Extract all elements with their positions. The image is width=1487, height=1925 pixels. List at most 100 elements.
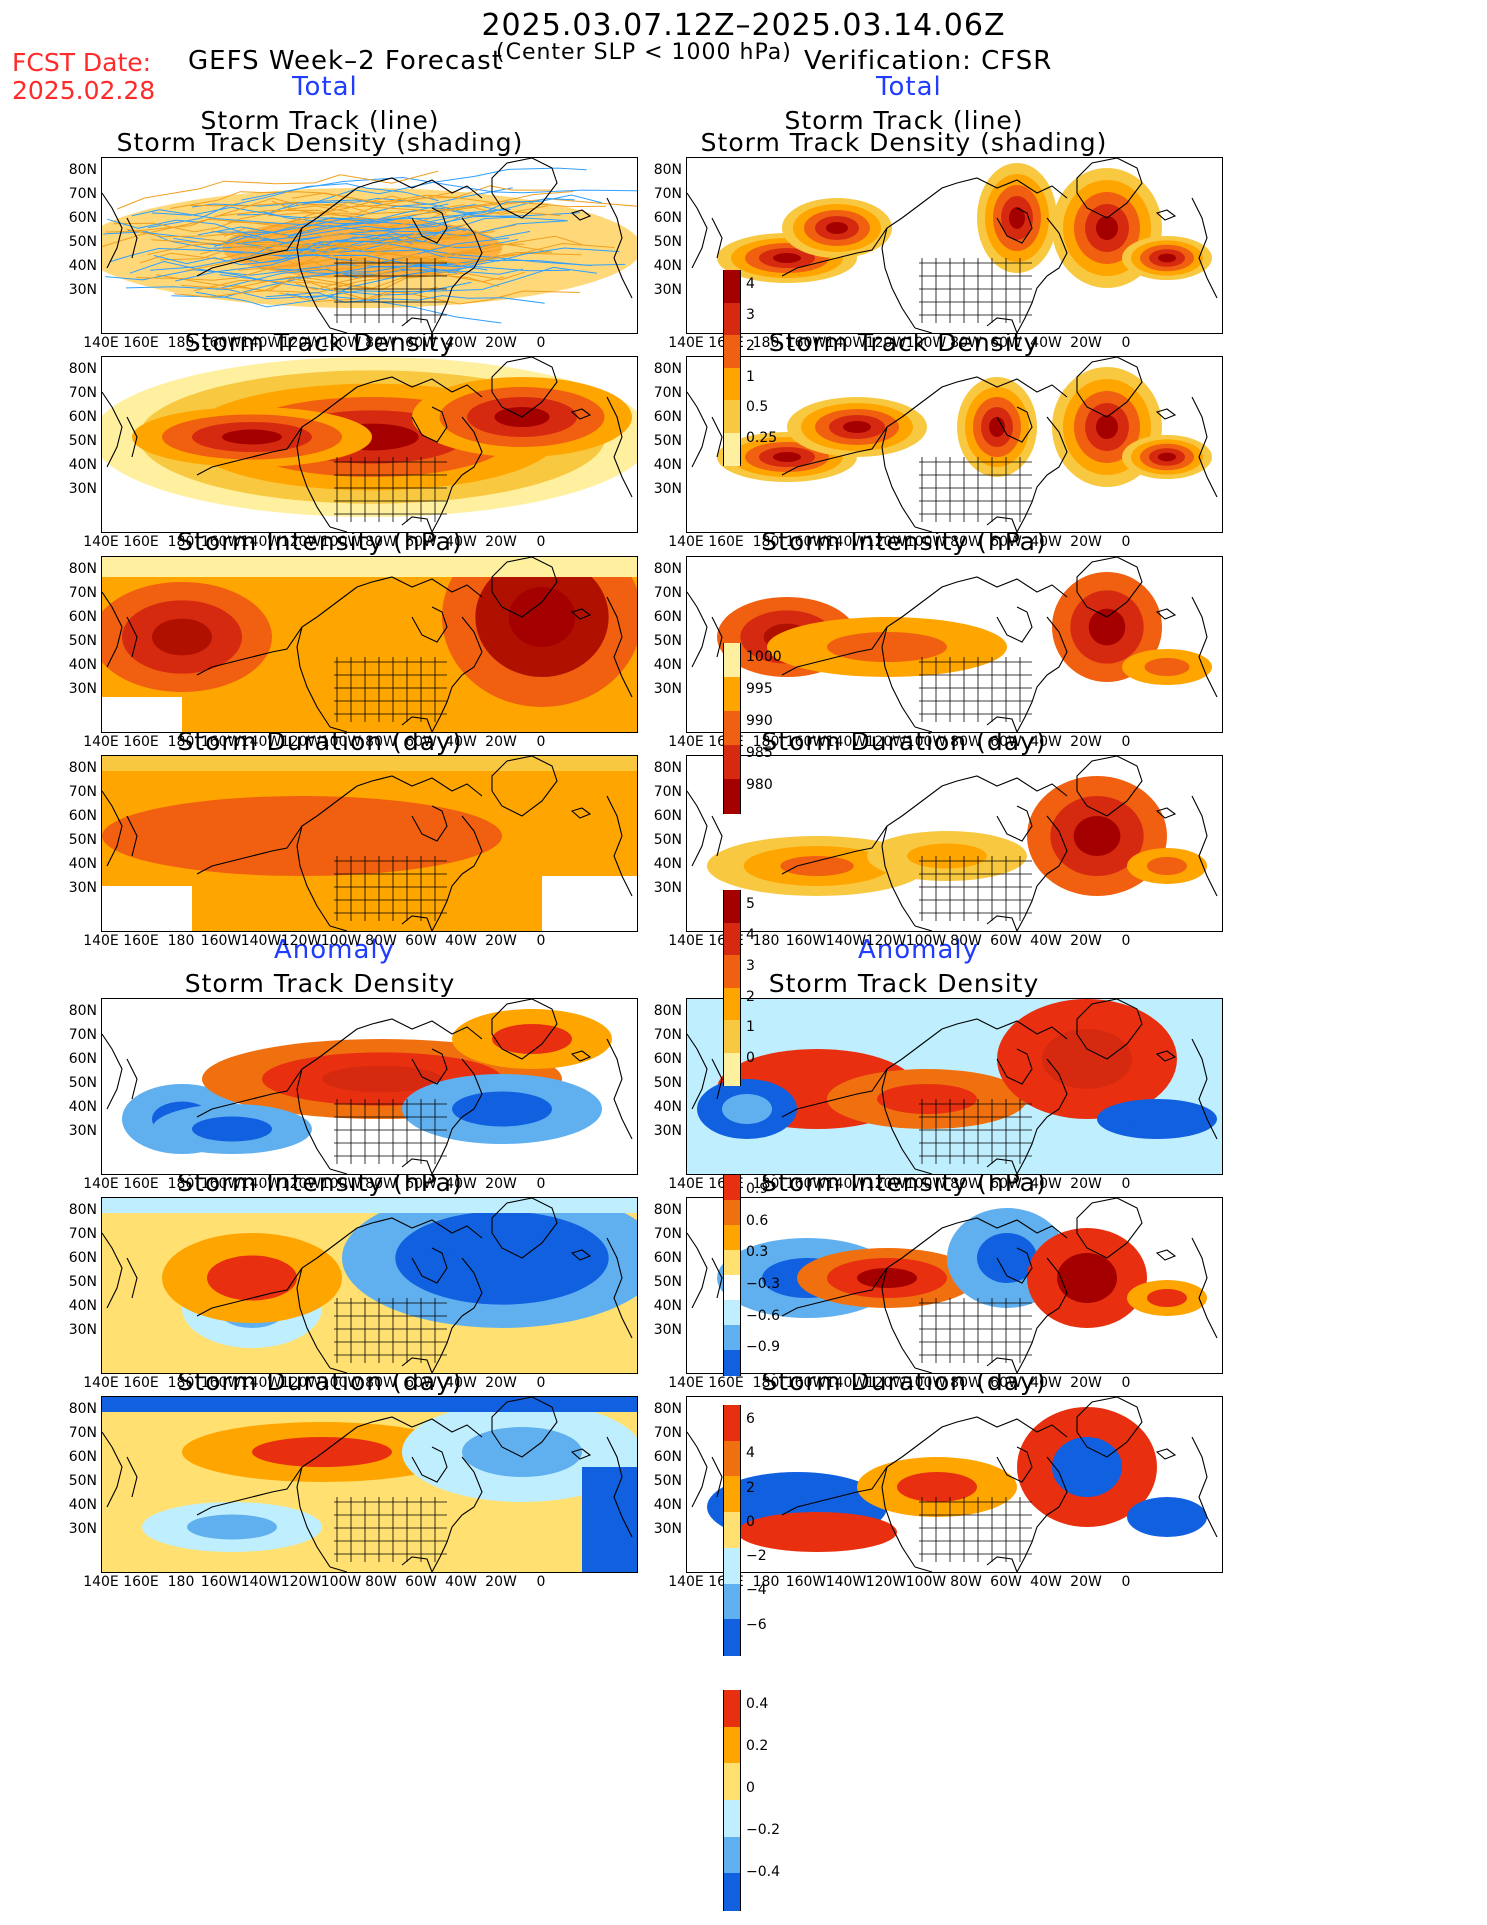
colorbar-swatch: [723, 1175, 741, 1201]
lat-tick-label: 40N: [653, 1298, 682, 1314]
lon-tick-label: 140W: [825, 534, 867, 550]
lon-tick-label: 20W: [1070, 335, 1102, 351]
colorbar-swatch: [723, 270, 741, 304]
lon-tick-label: 80W: [365, 1574, 397, 1590]
lon-tick-label: 40W: [1030, 1574, 1062, 1590]
lon-tick-label: 160E: [123, 734, 159, 750]
lon-tick-label: 100W: [905, 933, 947, 949]
lon-tick-label: 180: [167, 1375, 195, 1391]
lon-tick-label: 80W: [365, 534, 397, 550]
lat-tick-label: 30N: [653, 481, 682, 497]
lat-tick-label: 50N: [68, 633, 97, 649]
colorbar-label: −4: [746, 1582, 767, 1599]
colorbar-label: 980: [746, 777, 773, 793]
colorbar-label: 1: [746, 1019, 755, 1036]
lon-tick-label: 160W: [200, 534, 242, 550]
colorbar-swatch: [723, 1405, 741, 1442]
lon-tick-label: 160E: [123, 335, 159, 351]
lat-tick-label: 50N: [68, 1075, 97, 1091]
lon-tick-label: 20W: [485, 734, 517, 750]
colorbar-label: 0.3: [746, 1244, 769, 1261]
colorbar-label: 0.5: [746, 399, 769, 416]
lat-tick-label: 70N: [653, 385, 682, 401]
lon-tick-label: 140E: [83, 1176, 119, 1192]
lon-tick-label: 140E: [668, 335, 704, 351]
lon-tick-label: 20W: [485, 1375, 517, 1391]
lon-tick-label: 140E: [83, 734, 119, 750]
colorbar-label: −2: [746, 1548, 767, 1565]
lon-tick-label: 60W: [405, 1375, 437, 1391]
lon-tick-label: 160E: [123, 933, 159, 949]
lat-tick-label: 40N: [653, 1099, 682, 1115]
lon-tick-label: 140E: [83, 933, 119, 949]
lat-tick-label: 50N: [68, 1274, 97, 1290]
colorbar-swatch: [723, 1583, 741, 1621]
lon-tick-label: 160E: [708, 534, 744, 550]
lon-tick-label: 0: [1121, 734, 1131, 750]
lon-tick-label: 60W: [990, 1574, 1022, 1590]
lon-tick-label: 160E: [123, 1176, 159, 1192]
colorbar-swatch: [723, 890, 741, 924]
lon-tick-label: 60W: [405, 335, 437, 351]
lon-tick-label: 160E: [123, 1574, 159, 1590]
lat-tick-label: 60N: [68, 1449, 97, 1465]
lat-tick-label: 80N: [68, 1003, 97, 1019]
lon-tick-label: 160W: [785, 1574, 827, 1590]
colorbar-swatch: [723, 432, 741, 466]
colorbar-label: 0.25: [746, 430, 778, 447]
map-shading: [102, 1198, 637, 1373]
lon-tick-label: 120W: [280, 335, 322, 351]
map-shading: [687, 1397, 1218, 1572]
lon-tick-label: 140E: [668, 1574, 704, 1590]
colorbar-swatch: [723, 1800, 741, 1838]
lon-tick-label: 100W: [905, 1176, 947, 1192]
lon-tick-label: 120W: [280, 1574, 322, 1590]
lon-tick-label: 20W: [1070, 534, 1102, 550]
lat-tick-label: 50N: [68, 1473, 97, 1489]
lat-tick-label: 70N: [68, 385, 97, 401]
lon-tick-label: 0: [536, 734, 546, 750]
colorbar-density-total: [723, 270, 741, 466]
lon-tick-label: 0: [536, 335, 546, 351]
lon-tick-label: 120W: [280, 1176, 322, 1192]
lat-tick-label: 80N: [68, 561, 97, 577]
lon-tick-label: 80W: [365, 933, 397, 949]
lon-tick-label: 140E: [83, 1574, 119, 1590]
map-panel-duration-forecast: [101, 755, 638, 932]
lat-tick-label: 70N: [653, 186, 682, 202]
lon-tick-label: 80W: [365, 734, 397, 750]
lon-tick-label: 120W: [280, 933, 322, 949]
lon-tick-label: 180: [752, 1375, 780, 1391]
lon-tick-label: 40W: [1030, 1176, 1062, 1192]
fcst-date-label: FCST Date:: [12, 48, 152, 77]
lon-tick-label: 120W: [865, 1375, 907, 1391]
lon-tick-label: 160W: [785, 734, 827, 750]
lon-tick-label: 20W: [1070, 933, 1102, 949]
lat-tick-label: 40N: [68, 657, 97, 673]
lat-tick-label: 40N: [68, 1497, 97, 1513]
colorbar-label: 0.6: [746, 1212, 769, 1229]
lat-tick-label: 30N: [68, 681, 97, 697]
lat-tick-label: 70N: [68, 1226, 97, 1242]
lon-tick-label: 180: [167, 933, 195, 949]
colorbar-swatch: [723, 1020, 741, 1054]
colorbar-intensity-total: [723, 643, 741, 814]
lon-tick-label: 120W: [865, 734, 907, 750]
section-total-right: Total: [876, 72, 942, 102]
lat-tick-label: 80N: [653, 1003, 682, 1019]
lon-tick-label: 60W: [990, 1176, 1022, 1192]
section-total-left: Total: [292, 72, 358, 102]
lon-tick-label: 160W: [200, 933, 242, 949]
lat-tick-label: 80N: [653, 1202, 682, 1218]
colorbar-label: −6: [746, 1616, 767, 1633]
lon-tick-label: 40W: [445, 734, 477, 750]
colorbar-label: −0.9: [746, 1339, 780, 1356]
panel-title-density-anom-right: Storm Track Density: [768, 969, 1040, 998]
colorbar-swatch: [723, 1619, 741, 1656]
lon-tick-label: 140W: [825, 734, 867, 750]
colorbar-label: 4: [746, 1445, 755, 1462]
colorbar-swatch: [723, 1690, 741, 1728]
colorbar-label: 995: [746, 681, 773, 697]
colorbar-label: −0.2: [746, 1822, 780, 1838]
lon-tick-label: 100W: [320, 534, 362, 550]
